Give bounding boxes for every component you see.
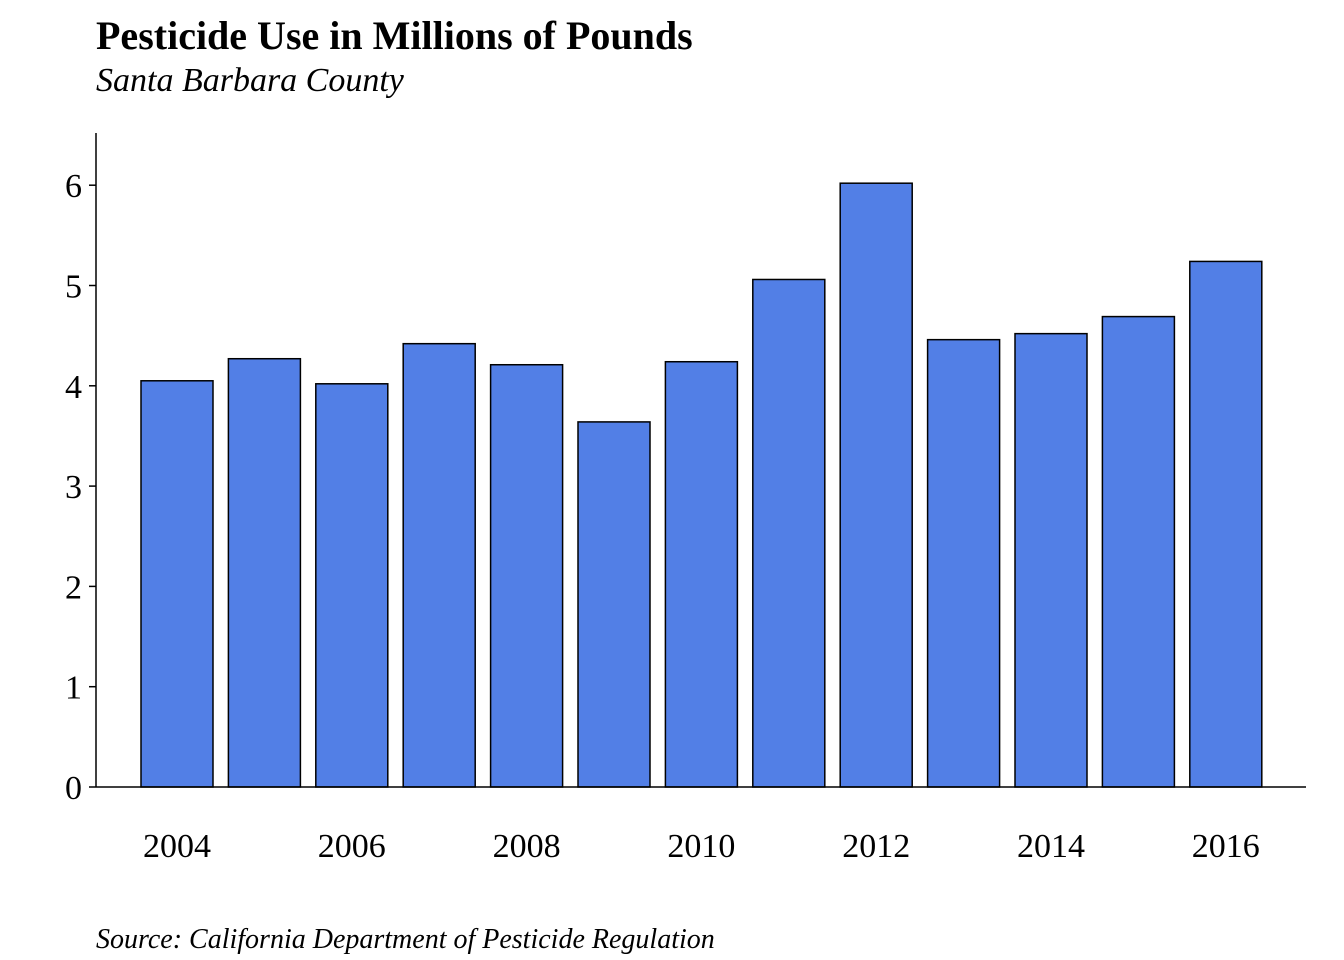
bar-2016 (1189, 260, 1263, 788)
bar-2010 (664, 360, 739, 788)
y-tick-label-2: 2 (65, 569, 82, 606)
axes-group (89, 133, 1306, 788)
bar-2009 (577, 421, 651, 788)
y-tick-label-6: 6 (65, 168, 82, 205)
bar-2013 (926, 338, 1001, 788)
y-tick-label-4: 4 (65, 369, 82, 406)
y-tick-label-0: 0 (65, 770, 82, 807)
bar-2007 (402, 342, 476, 788)
bar-2014 (1014, 332, 1088, 788)
bar-2005 (227, 357, 302, 788)
bar-2012 (839, 182, 913, 788)
source-note: Source: California Department of Pestici… (96, 924, 715, 955)
bar-2011 (752, 278, 826, 788)
tick-labels-group: 0 1 2 3 4 5 6 2004 2006 2008 2010 2012 2014 2016 (65, 168, 1260, 865)
bar-2015 (1101, 315, 1176, 788)
chart-title: Pesticide Use in Millions of Pounds (96, 13, 693, 58)
x-tick-label-2012: 2012 (842, 828, 910, 865)
x-tick-label-2008: 2008 (493, 828, 561, 865)
y-tick-label-3: 3 (65, 469, 82, 506)
y-tick-label-1: 1 (65, 670, 82, 707)
y-tick-label-5: 5 (65, 269, 82, 306)
x-tick-label-2014: 2014 (1017, 828, 1085, 865)
bars-group (140, 182, 1263, 788)
x-tick-label-2016: 2016 (1192, 828, 1260, 865)
x-tick-label-2006: 2006 (318, 828, 386, 865)
chart-subtitle: Santa Barbara County (96, 62, 404, 99)
x-tick-label-2010: 2010 (667, 828, 735, 865)
x-tick-label-2004: 2004 (143, 828, 211, 865)
bar-2008 (489, 363, 564, 788)
bar-2004 (140, 380, 214, 788)
bar-2006 (315, 383, 389, 788)
